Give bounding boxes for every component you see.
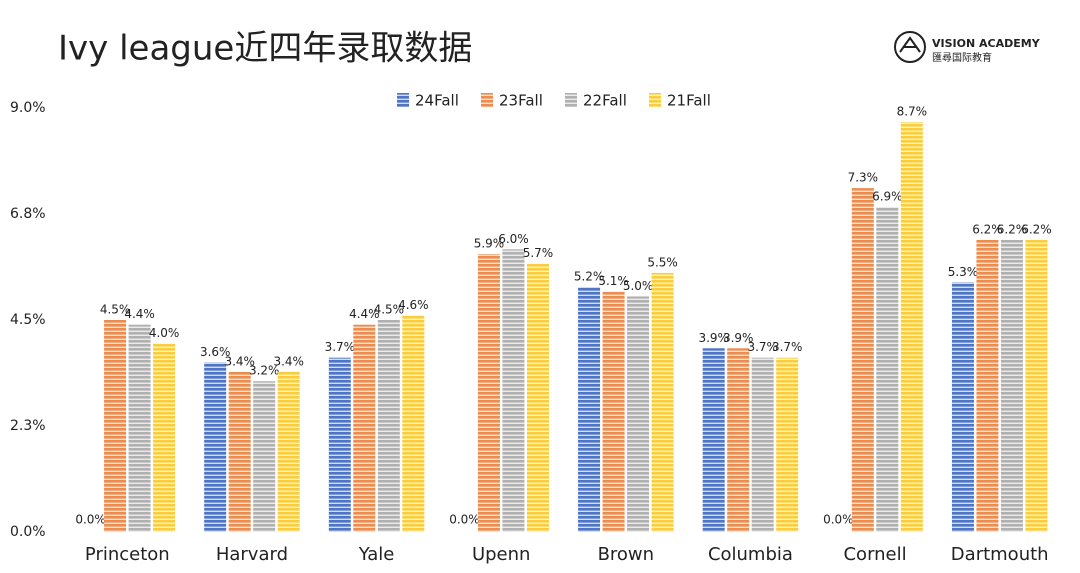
logo-icon bbox=[894, 31, 926, 63]
bar bbox=[104, 320, 127, 532]
bar bbox=[353, 324, 376, 532]
value-label: 3.7% bbox=[772, 340, 803, 354]
legend-swatch bbox=[565, 93, 577, 107]
bar bbox=[1000, 239, 1023, 532]
x-tick-label: Yale bbox=[358, 544, 395, 565]
bar bbox=[204, 362, 227, 532]
bar bbox=[153, 343, 176, 532]
y-tick-label: 9.0% bbox=[10, 100, 46, 116]
value-label: 6.0% bbox=[498, 232, 529, 246]
value-label: 5.2% bbox=[574, 270, 605, 284]
logo: VISION ACADEMY 匯尋国际教育 bbox=[894, 31, 1041, 64]
bar bbox=[502, 249, 525, 533]
bar bbox=[253, 381, 276, 532]
value-label: 3.9% bbox=[723, 331, 754, 345]
legend-label: 22Fall bbox=[583, 92, 627, 110]
value-label: 0.0% bbox=[75, 513, 106, 527]
bar bbox=[128, 324, 151, 532]
value-label: 4.4% bbox=[349, 307, 380, 321]
value-label: 6.9% bbox=[872, 189, 903, 203]
value-label: 3.7% bbox=[325, 340, 356, 354]
logo-name: VISION ACADEMY bbox=[932, 37, 1041, 50]
bar bbox=[900, 122, 923, 532]
x-tick-label: Columbia bbox=[708, 544, 793, 565]
value-label: 0.0% bbox=[823, 513, 854, 527]
y-tick-label: 4.5% bbox=[10, 312, 46, 328]
bar bbox=[578, 287, 601, 532]
value-label: 3.2% bbox=[249, 364, 280, 378]
bar bbox=[328, 357, 351, 532]
value-label: 0.0% bbox=[449, 513, 480, 527]
x-tick-label: Cornell bbox=[843, 544, 906, 565]
bar bbox=[402, 315, 425, 532]
value-label: 4.5% bbox=[374, 303, 405, 317]
bar bbox=[228, 371, 251, 532]
bar bbox=[702, 348, 725, 532]
value-label: 5.0% bbox=[623, 279, 654, 293]
legend-label: 21Fall bbox=[667, 92, 711, 110]
bar bbox=[602, 291, 625, 532]
logo-mark bbox=[899, 36, 921, 53]
logo-subtitle: 匯尋国际教育 bbox=[932, 51, 992, 64]
legend-label: 23Fall bbox=[499, 92, 543, 110]
value-label: 5.3% bbox=[948, 265, 979, 279]
bar bbox=[851, 188, 874, 533]
legend-swatch bbox=[481, 93, 493, 107]
bar bbox=[277, 371, 300, 532]
bar bbox=[377, 320, 400, 532]
value-label: 8.7% bbox=[897, 105, 928, 119]
bar bbox=[727, 348, 750, 532]
x-tick-label: Harvard bbox=[216, 544, 288, 565]
x-tick-label: Princeton bbox=[85, 544, 170, 565]
value-label: 4.6% bbox=[398, 298, 429, 312]
value-label: 3.9% bbox=[698, 331, 729, 345]
bar bbox=[651, 272, 674, 532]
x-tick-label: Upenn bbox=[472, 544, 531, 565]
bar bbox=[876, 206, 899, 532]
value-label: 5.1% bbox=[598, 274, 629, 288]
value-label: 6.2% bbox=[972, 222, 1003, 236]
legend-label: 24Fall bbox=[415, 92, 459, 110]
y-tick-label: 6.8% bbox=[10, 206, 46, 222]
value-label: 4.5% bbox=[100, 303, 131, 317]
value-label: 5.7% bbox=[523, 246, 554, 260]
chart-title: Ivy league近四年录取数据 bbox=[58, 29, 472, 69]
value-label: 3.4% bbox=[273, 354, 304, 368]
bar bbox=[776, 357, 799, 532]
legend-swatch bbox=[397, 93, 409, 107]
bar bbox=[526, 263, 549, 532]
legend-swatch bbox=[649, 93, 661, 107]
bar bbox=[1025, 239, 1048, 532]
value-label: 3.7% bbox=[747, 340, 778, 354]
bar bbox=[951, 282, 974, 532]
y-tick-label: 0.0% bbox=[10, 524, 46, 540]
bar bbox=[976, 239, 999, 532]
value-label: 7.3% bbox=[848, 171, 879, 185]
x-tick-label: Brown bbox=[598, 544, 655, 565]
bar bbox=[751, 357, 774, 532]
y-tick-label: 2.3% bbox=[10, 418, 46, 434]
value-label: 3.4% bbox=[224, 354, 255, 368]
value-label: 6.2% bbox=[1021, 222, 1052, 236]
value-label: 6.2% bbox=[997, 222, 1028, 236]
value-label: 4.0% bbox=[149, 326, 180, 340]
value-label: 4.4% bbox=[124, 307, 155, 321]
bar bbox=[477, 254, 500, 533]
x-tick-label: Dartmouth bbox=[951, 544, 1049, 565]
bar bbox=[627, 296, 650, 532]
value-label: 5.5% bbox=[647, 255, 678, 269]
value-label: 3.6% bbox=[200, 345, 231, 359]
value-label: 5.9% bbox=[474, 237, 505, 251]
